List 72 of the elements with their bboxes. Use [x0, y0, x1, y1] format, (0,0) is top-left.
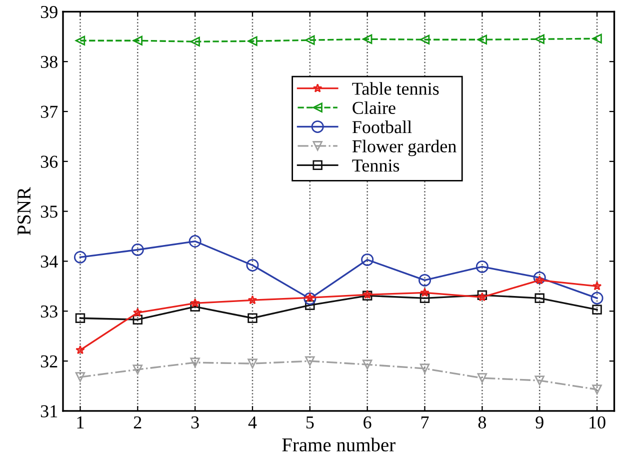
point — [304, 292, 316, 305]
legend-label: Football — [352, 120, 412, 134]
point — [132, 364, 143, 374]
point — [246, 258, 259, 272]
x-tick-label: 8 — [478, 416, 486, 429]
x-axis-title: Frame number — [282, 438, 396, 452]
point — [534, 376, 544, 386]
y-tick-label: 34 — [40, 256, 58, 268]
x-tick-label: 1 — [77, 416, 84, 428]
y-tick-label: 36 — [40, 156, 58, 168]
point — [132, 36, 143, 46]
point — [534, 275, 544, 284]
point — [361, 253, 374, 266]
point — [75, 36, 86, 46]
point — [420, 293, 430, 304]
point — [534, 293, 544, 304]
point — [76, 345, 85, 354]
point — [476, 260, 488, 273]
y-tick-label: 33 — [40, 305, 58, 318]
point — [132, 308, 142, 317]
point — [131, 244, 144, 256]
point — [75, 372, 86, 382]
y-tick-label: 35 — [40, 206, 58, 218]
point — [190, 302, 200, 312]
point — [418, 274, 432, 286]
x-tick-label: 9 — [536, 416, 544, 429]
y-tick-label: 32 — [40, 355, 58, 368]
point — [477, 34, 488, 44]
point — [75, 313, 86, 323]
point — [190, 358, 200, 368]
point — [248, 358, 258, 368]
x-tick-label: 7 — [421, 416, 429, 428]
point — [132, 314, 143, 324]
x-tick-label: 6 — [364, 416, 372, 429]
x-tick-label: 5 — [306, 416, 314, 429]
point — [590, 292, 604, 304]
point — [534, 34, 544, 44]
point — [420, 364, 430, 374]
legend-label: Tennis — [352, 160, 400, 172]
y-tick-label: 37 — [40, 106, 58, 118]
point — [305, 356, 315, 366]
point — [188, 235, 202, 248]
point — [420, 288, 430, 297]
point — [592, 34, 602, 44]
point — [533, 271, 546, 284]
point — [74, 250, 86, 264]
x-tick-label: 2 — [134, 416, 142, 428]
point — [190, 298, 200, 308]
point — [305, 35, 315, 45]
y-tick-label: 31 — [40, 405, 58, 418]
point — [305, 300, 315, 310]
point — [248, 313, 258, 323]
legend-label: Claire — [352, 101, 396, 114]
y-axis-title: PSNR — [18, 187, 31, 236]
point — [248, 36, 258, 46]
x-tick-label: 10 — [590, 416, 606, 429]
legend-label: Flower garden — [352, 140, 456, 156]
point — [592, 281, 602, 290]
y-tick-label: 38 — [40, 56, 58, 68]
point — [248, 295, 258, 304]
point — [592, 384, 602, 394]
x-tick-label: 4 — [248, 416, 257, 428]
point — [305, 292, 315, 302]
point — [362, 34, 372, 44]
legend-label: Table tennis — [352, 82, 439, 95]
point — [592, 304, 602, 315]
x-tick-label: 3 — [191, 416, 199, 429]
point — [362, 360, 372, 370]
y-tick-label: 39 — [40, 6, 58, 18]
point — [477, 373, 488, 383]
point — [190, 36, 200, 46]
point — [420, 34, 430, 44]
